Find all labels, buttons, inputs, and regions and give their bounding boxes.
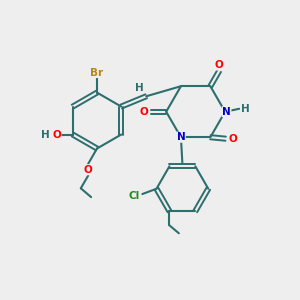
Text: O: O	[215, 60, 224, 70]
Text: N: N	[176, 132, 185, 142]
Text: O: O	[52, 130, 61, 140]
Text: O: O	[228, 134, 237, 144]
Text: H: H	[241, 104, 250, 114]
Text: Br: Br	[90, 68, 104, 78]
Text: H: H	[41, 130, 50, 140]
Text: N: N	[222, 107, 231, 117]
Text: O: O	[84, 165, 92, 175]
Text: O: O	[140, 107, 148, 117]
Text: H: H	[134, 83, 143, 93]
Text: Cl: Cl	[129, 191, 140, 201]
